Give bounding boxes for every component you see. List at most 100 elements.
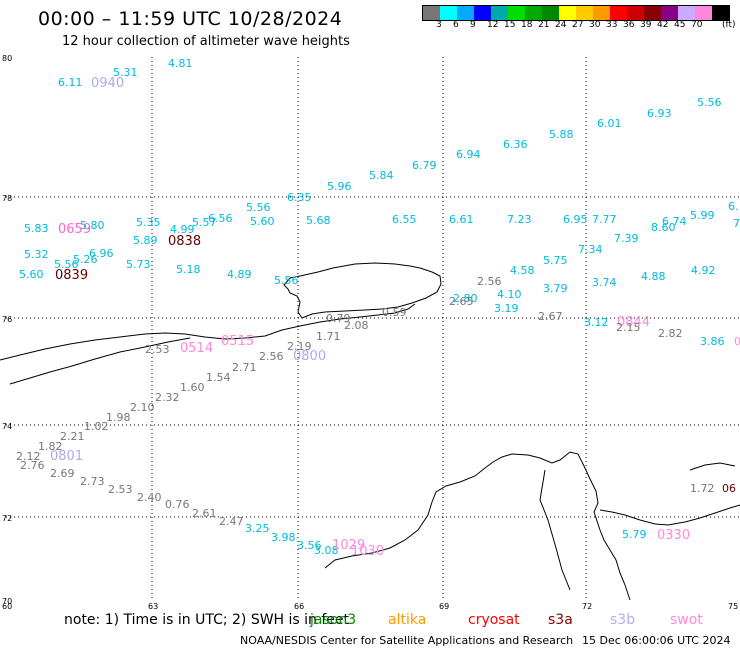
pass-time-label: 0801 [50, 449, 83, 464]
wave-height-label: 5.56 [246, 201, 271, 214]
scale-swatch [644, 6, 661, 20]
wave-height-label: 2.61 [192, 507, 217, 520]
wave-height-label: 2.53 [108, 483, 133, 496]
wave-height-label: 3.25 [245, 522, 270, 535]
wave-height-label: 2.73 [80, 475, 105, 488]
wave-height-label: 5.75 [543, 254, 568, 267]
lon-label: 69 [439, 602, 449, 611]
wave-height-label: 5.56 [274, 274, 299, 287]
wave-height-label: 5.60 [250, 215, 275, 228]
wave-height-label: 5.35 [136, 216, 161, 229]
wave-height-label: 1.72 [690, 482, 715, 495]
scale-label: 6 [453, 20, 459, 30]
pass-time-label: 0839 [55, 268, 88, 283]
pass-time-label: 1030 [351, 544, 384, 559]
wave-height-label: 2.15 [616, 321, 641, 334]
lat-label: 72 [2, 514, 12, 523]
wave-height-label: 3.12 [584, 316, 609, 329]
satellite-legend-item: cryosat [468, 612, 520, 628]
wave-height-label: 2.40 [137, 491, 162, 504]
lon-label: 63 [148, 602, 158, 611]
footer-credit: NOAA/NESDIS Center for Satellite Applica… [240, 634, 574, 647]
scale-label: 33 [606, 20, 618, 30]
wave-height-label: 1.02 [84, 420, 109, 433]
wave-height-label: 7 [733, 217, 740, 230]
wave-height-label: 5.99 [690, 209, 715, 222]
wave-height-label: 5.73 [126, 258, 151, 271]
wave-height-label: 8.60 [651, 221, 676, 234]
scale-label: 3 [436, 20, 442, 30]
coastline-east-bay [599, 462, 740, 526]
wave-height-label: 6.35 [287, 191, 312, 204]
wave-height-label: 5.32 [24, 248, 49, 261]
wave-height-label: 5.68 [306, 214, 331, 227]
scale-swatch [712, 6, 729, 20]
wave-height-label: 5.89 [133, 234, 158, 247]
wave-height-label: 0.59 [382, 306, 407, 319]
page-subtitle: 12 hour collection of altimeter wave hei… [62, 34, 350, 49]
wave-height-label: 2.53 [145, 343, 170, 356]
wave-height-label: 3.74 [592, 276, 617, 289]
lon-label: 66 [294, 602, 304, 611]
wave-height-label: 2.65 [449, 295, 474, 308]
wave-height-label: 7.34 [578, 243, 603, 256]
pass-time-label: 0838 [168, 234, 201, 249]
wave-height-label: 1.71 [316, 330, 341, 343]
scale-swatch [474, 6, 491, 20]
wave-height-label: 5.26 [73, 253, 98, 266]
wave-height-label: 4.88 [641, 270, 666, 283]
wave-height-label: 1.82 [38, 440, 63, 453]
wave-height-label: 6.95 [563, 213, 588, 226]
coastline-south-island [0, 303, 416, 385]
pass-time-label: 0515 [221, 334, 254, 349]
wave-height-label: 3.98 [271, 531, 296, 544]
wave-height-label: 2.56 [477, 275, 502, 288]
wave-height-label: 6.74 [662, 215, 687, 228]
scale-swatch [593, 6, 610, 20]
scale-swatch [627, 6, 644, 20]
wave-height-label: 2.67 [538, 310, 563, 323]
wave-height-label: 2.47 [219, 515, 244, 528]
scale-swatch [491, 6, 508, 20]
wave-height-label: 2.80 [453, 292, 478, 305]
scale-label: 45 [674, 20, 686, 30]
lat-label: 74 [2, 422, 12, 431]
scale-swatch [508, 6, 525, 20]
wave-height-label: 1.54 [206, 371, 231, 384]
wave-height-label: 3.56 [297, 539, 322, 552]
wave-height-label: 5.57 [192, 216, 217, 229]
wave-height-label: 7.23 [507, 213, 532, 226]
wave-height-label: 2.12 [16, 450, 41, 463]
scale-swatch [610, 6, 627, 20]
wave-height-label: 06 [722, 482, 736, 495]
wave-height-label: 0 [734, 335, 740, 348]
wave-height-label: 0.79 [326, 312, 351, 325]
wave-height-label: 6.96 [89, 247, 114, 260]
wave-height-label: 7.77 [592, 213, 617, 226]
scale-label: 36 [623, 20, 635, 30]
coastline [0, 262, 740, 601]
wave-height-label: 5.56 [54, 258, 79, 271]
wave-height-label: 6. [728, 200, 739, 213]
wave-height-label: 2.82 [658, 327, 683, 340]
footer-timestamp: 15 Dec 06:00:06 UTC 2024 [582, 634, 731, 647]
scale-label: 39 [640, 20, 652, 30]
coastline-mainland [324, 451, 631, 601]
wave-height-label: 6.79 [412, 159, 437, 172]
wave-height-label: 3.19 [494, 302, 519, 315]
wave-height-label: 5.88 [549, 128, 574, 141]
lon-label: 72 [582, 602, 592, 611]
satellite-legend-item: altika [388, 612, 427, 628]
satellite-legend-item: s3b [610, 612, 636, 628]
pass-time-label: 0330 [657, 528, 690, 543]
scale-label: 42 [657, 20, 669, 30]
wave-height-label: 6.01 [597, 117, 622, 130]
wave-height-label: 6.56 [208, 212, 233, 225]
wave-height-label: 4.58 [510, 264, 535, 277]
wave-height-label: 2.32 [155, 391, 180, 404]
wave-height-label: 4.10 [497, 288, 522, 301]
scale-swatch [678, 6, 695, 20]
wave-height-label: 5.84 [369, 169, 394, 182]
